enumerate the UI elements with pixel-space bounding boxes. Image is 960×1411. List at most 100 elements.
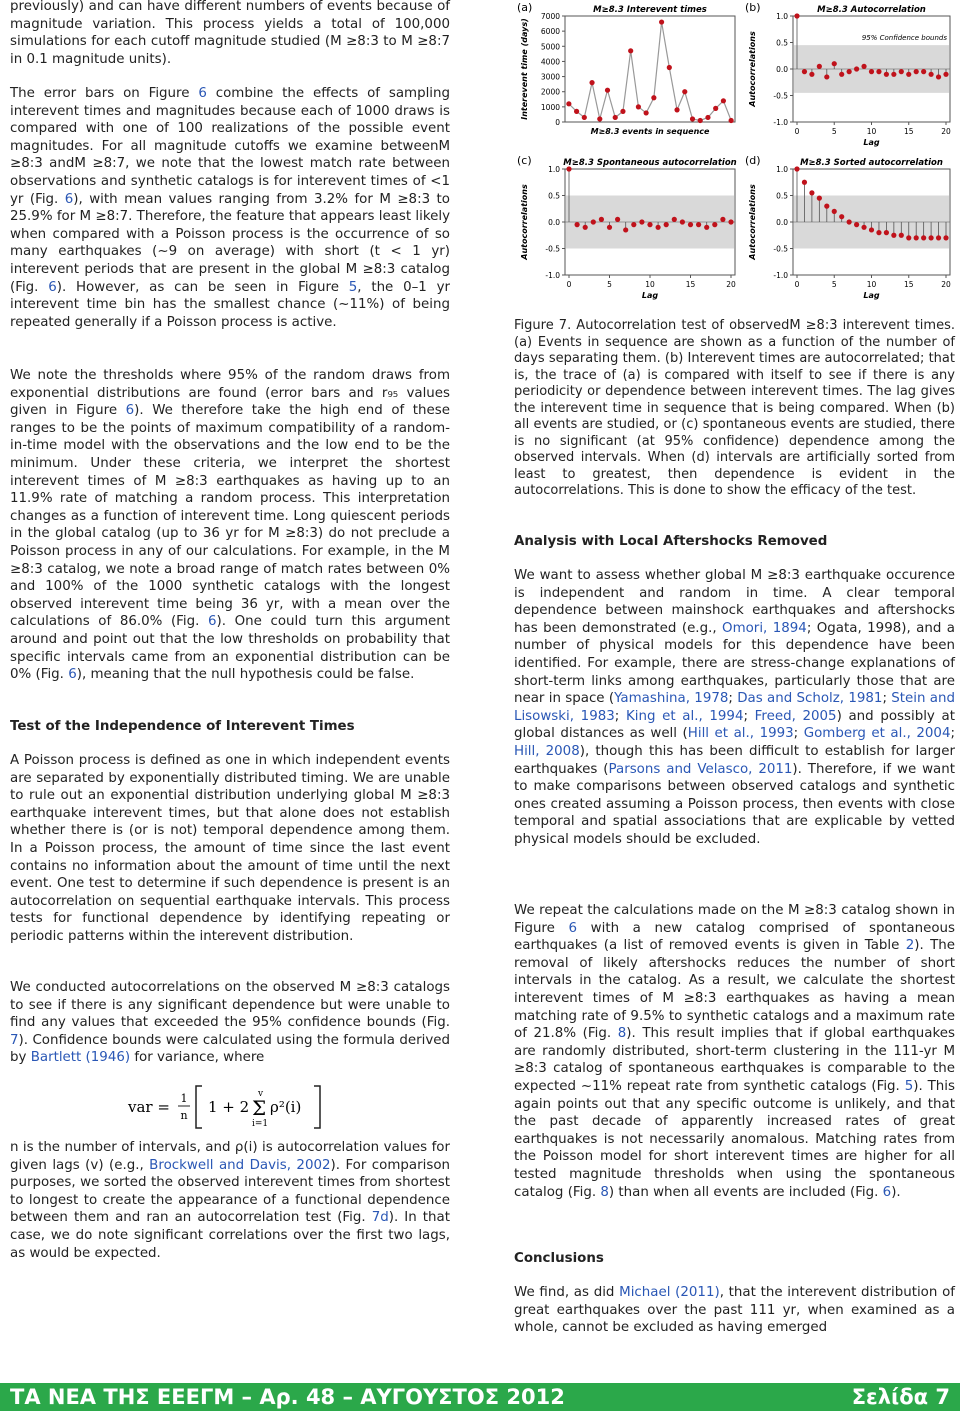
text-run: ), with mean values ranging from 3.2% fo… xyxy=(10,191,450,295)
reference-link[interactable]: Hill et al., 1993 xyxy=(687,726,794,742)
point xyxy=(704,224,710,230)
text-run: ). In that case, we do note significant … xyxy=(10,1210,450,1261)
reference-link[interactable]: 5 xyxy=(348,279,358,295)
point xyxy=(898,232,904,238)
point xyxy=(566,166,572,172)
point xyxy=(566,101,572,107)
reference-link[interactable]: King et al., 1994 xyxy=(625,708,744,724)
reference-link[interactable]: Michael (2011) xyxy=(619,1285,720,1300)
text-run: ). We therefore take the high end of the… xyxy=(10,403,450,630)
paragraph: previously) and can have different numbe… xyxy=(10,0,450,68)
y-tick-label: -0.5 xyxy=(773,245,788,254)
text-run: ). The removal of likely aftershocks red… xyxy=(514,938,955,1042)
text-run: combine the effects of sampling intereve… xyxy=(10,86,451,207)
figure: (a) M≥8.3 Interevent times010002000300040… xyxy=(517,1,951,300)
point xyxy=(854,66,860,72)
point xyxy=(623,227,629,233)
text-run: ; xyxy=(793,726,804,742)
point xyxy=(891,71,897,77)
point xyxy=(574,222,580,228)
reference-link[interactable]: 6 xyxy=(68,667,77,683)
reference-link[interactable]: Omori, 1894 xyxy=(722,620,807,636)
y-axis-label: Autocorrelations xyxy=(520,184,529,261)
reference-link[interactable]: 6 xyxy=(882,1184,892,1200)
point xyxy=(639,219,645,225)
text-run: ; xyxy=(614,708,626,724)
y-tick-label: 3000 xyxy=(541,73,560,82)
panel-label: (b) xyxy=(745,1,761,14)
point xyxy=(809,71,815,77)
reference-link[interactable]: 6 xyxy=(568,920,578,936)
point xyxy=(689,116,696,122)
point xyxy=(720,98,727,104)
reference-link[interactable]: Freed, 2005 xyxy=(754,708,837,724)
reference-link[interactable]: 8 xyxy=(600,1184,609,1200)
y-tick-label: 0 xyxy=(555,118,560,127)
reference-link[interactable]: 7d xyxy=(371,1210,389,1226)
point xyxy=(713,105,719,111)
point xyxy=(794,166,800,172)
reference-link[interactable]: 5 xyxy=(904,1078,914,1094)
point xyxy=(868,227,875,233)
text-run: ), though this has been difficult to est… xyxy=(514,743,955,777)
reference-link[interactable]: Hill, 2008 xyxy=(514,743,580,759)
y-axis-label: Autocorrelations xyxy=(748,184,757,261)
reference-link[interactable]: Das and Scholz, 1981 xyxy=(737,691,883,707)
reference-link[interactable]: 8 xyxy=(617,1026,627,1042)
point xyxy=(671,216,677,222)
x-tick-label: 5 xyxy=(832,280,837,289)
point xyxy=(935,235,942,241)
text-run: ; xyxy=(882,691,892,707)
point xyxy=(868,69,875,75)
point xyxy=(913,235,919,241)
paragraph: We repeat the calculations made on the M… xyxy=(514,902,955,1201)
point xyxy=(598,216,604,222)
x-tick-label: 15 xyxy=(904,127,914,136)
text-run: A Poisson process is defined as one in w… xyxy=(10,753,450,944)
reference-link[interactable]: 6 xyxy=(64,191,74,207)
y-tick-label: 2000 xyxy=(541,88,560,97)
point xyxy=(854,222,860,228)
reference-link[interactable]: Parsons and Velasco, 2011 xyxy=(608,761,793,777)
point xyxy=(921,235,927,241)
point xyxy=(861,63,867,69)
reference-link[interactable]: Yamashina, 1978 xyxy=(614,691,729,707)
text-run: , the 0–1 yr interevent time bin has the… xyxy=(10,279,451,330)
panel-label: (d) xyxy=(745,154,761,167)
reference-link[interactable]: Stein and Lisowski, 1983 xyxy=(514,691,955,724)
text-run: n is the number of intervals, and ρ(i) i… xyxy=(10,1140,450,1173)
reference-link[interactable]: 6 xyxy=(125,403,135,419)
reference-link[interactable]: 7 xyxy=(10,1032,19,1048)
y-tick-label: 0.5 xyxy=(548,192,560,201)
reference-link[interactable]: Bartlett (1946) xyxy=(30,1050,131,1066)
x-tick-label: 10 xyxy=(867,127,877,136)
point xyxy=(928,235,934,241)
point xyxy=(590,219,596,225)
formula-lhs: var = xyxy=(127,1098,170,1116)
reference-link[interactable]: 6 xyxy=(208,614,217,630)
text-run: ). xyxy=(891,1184,901,1200)
text-run: ; xyxy=(743,708,755,724)
reference-link[interactable]: Gomberg et al., 2004 xyxy=(803,726,951,742)
point xyxy=(697,117,703,124)
text-run: We find, as did xyxy=(514,1285,620,1300)
reference-link[interactable]: 6 xyxy=(48,279,57,295)
point xyxy=(655,224,661,230)
reference-link[interactable]: 2 xyxy=(905,938,915,954)
point xyxy=(846,219,852,225)
point xyxy=(631,222,637,228)
x-tick-label: 15 xyxy=(686,280,696,289)
journal-info: ΤΑ ΝΕΑ ΤΗΣ ΕΕΕΓΜ – Αρ. 48 – ΑΥΓΟΥΣΤΟΣ 20… xyxy=(10,1385,565,1409)
point xyxy=(615,216,621,222)
text-run: ). This again points out that any specif… xyxy=(514,1078,955,1200)
point xyxy=(728,219,734,225)
reference-link[interactable]: 6 xyxy=(198,86,207,101)
point xyxy=(604,87,611,93)
panel-title: M≥8.3 Interevent times xyxy=(593,5,707,15)
text-run: ; xyxy=(728,691,738,707)
point xyxy=(658,19,665,25)
reference-link[interactable]: Brockwell and Davis, 2002 xyxy=(149,1157,331,1173)
text-run: ; Ogata, 1998), and a number of physical… xyxy=(514,620,956,707)
page-number: Σελίδα 7 xyxy=(851,1385,950,1409)
point xyxy=(581,114,587,121)
